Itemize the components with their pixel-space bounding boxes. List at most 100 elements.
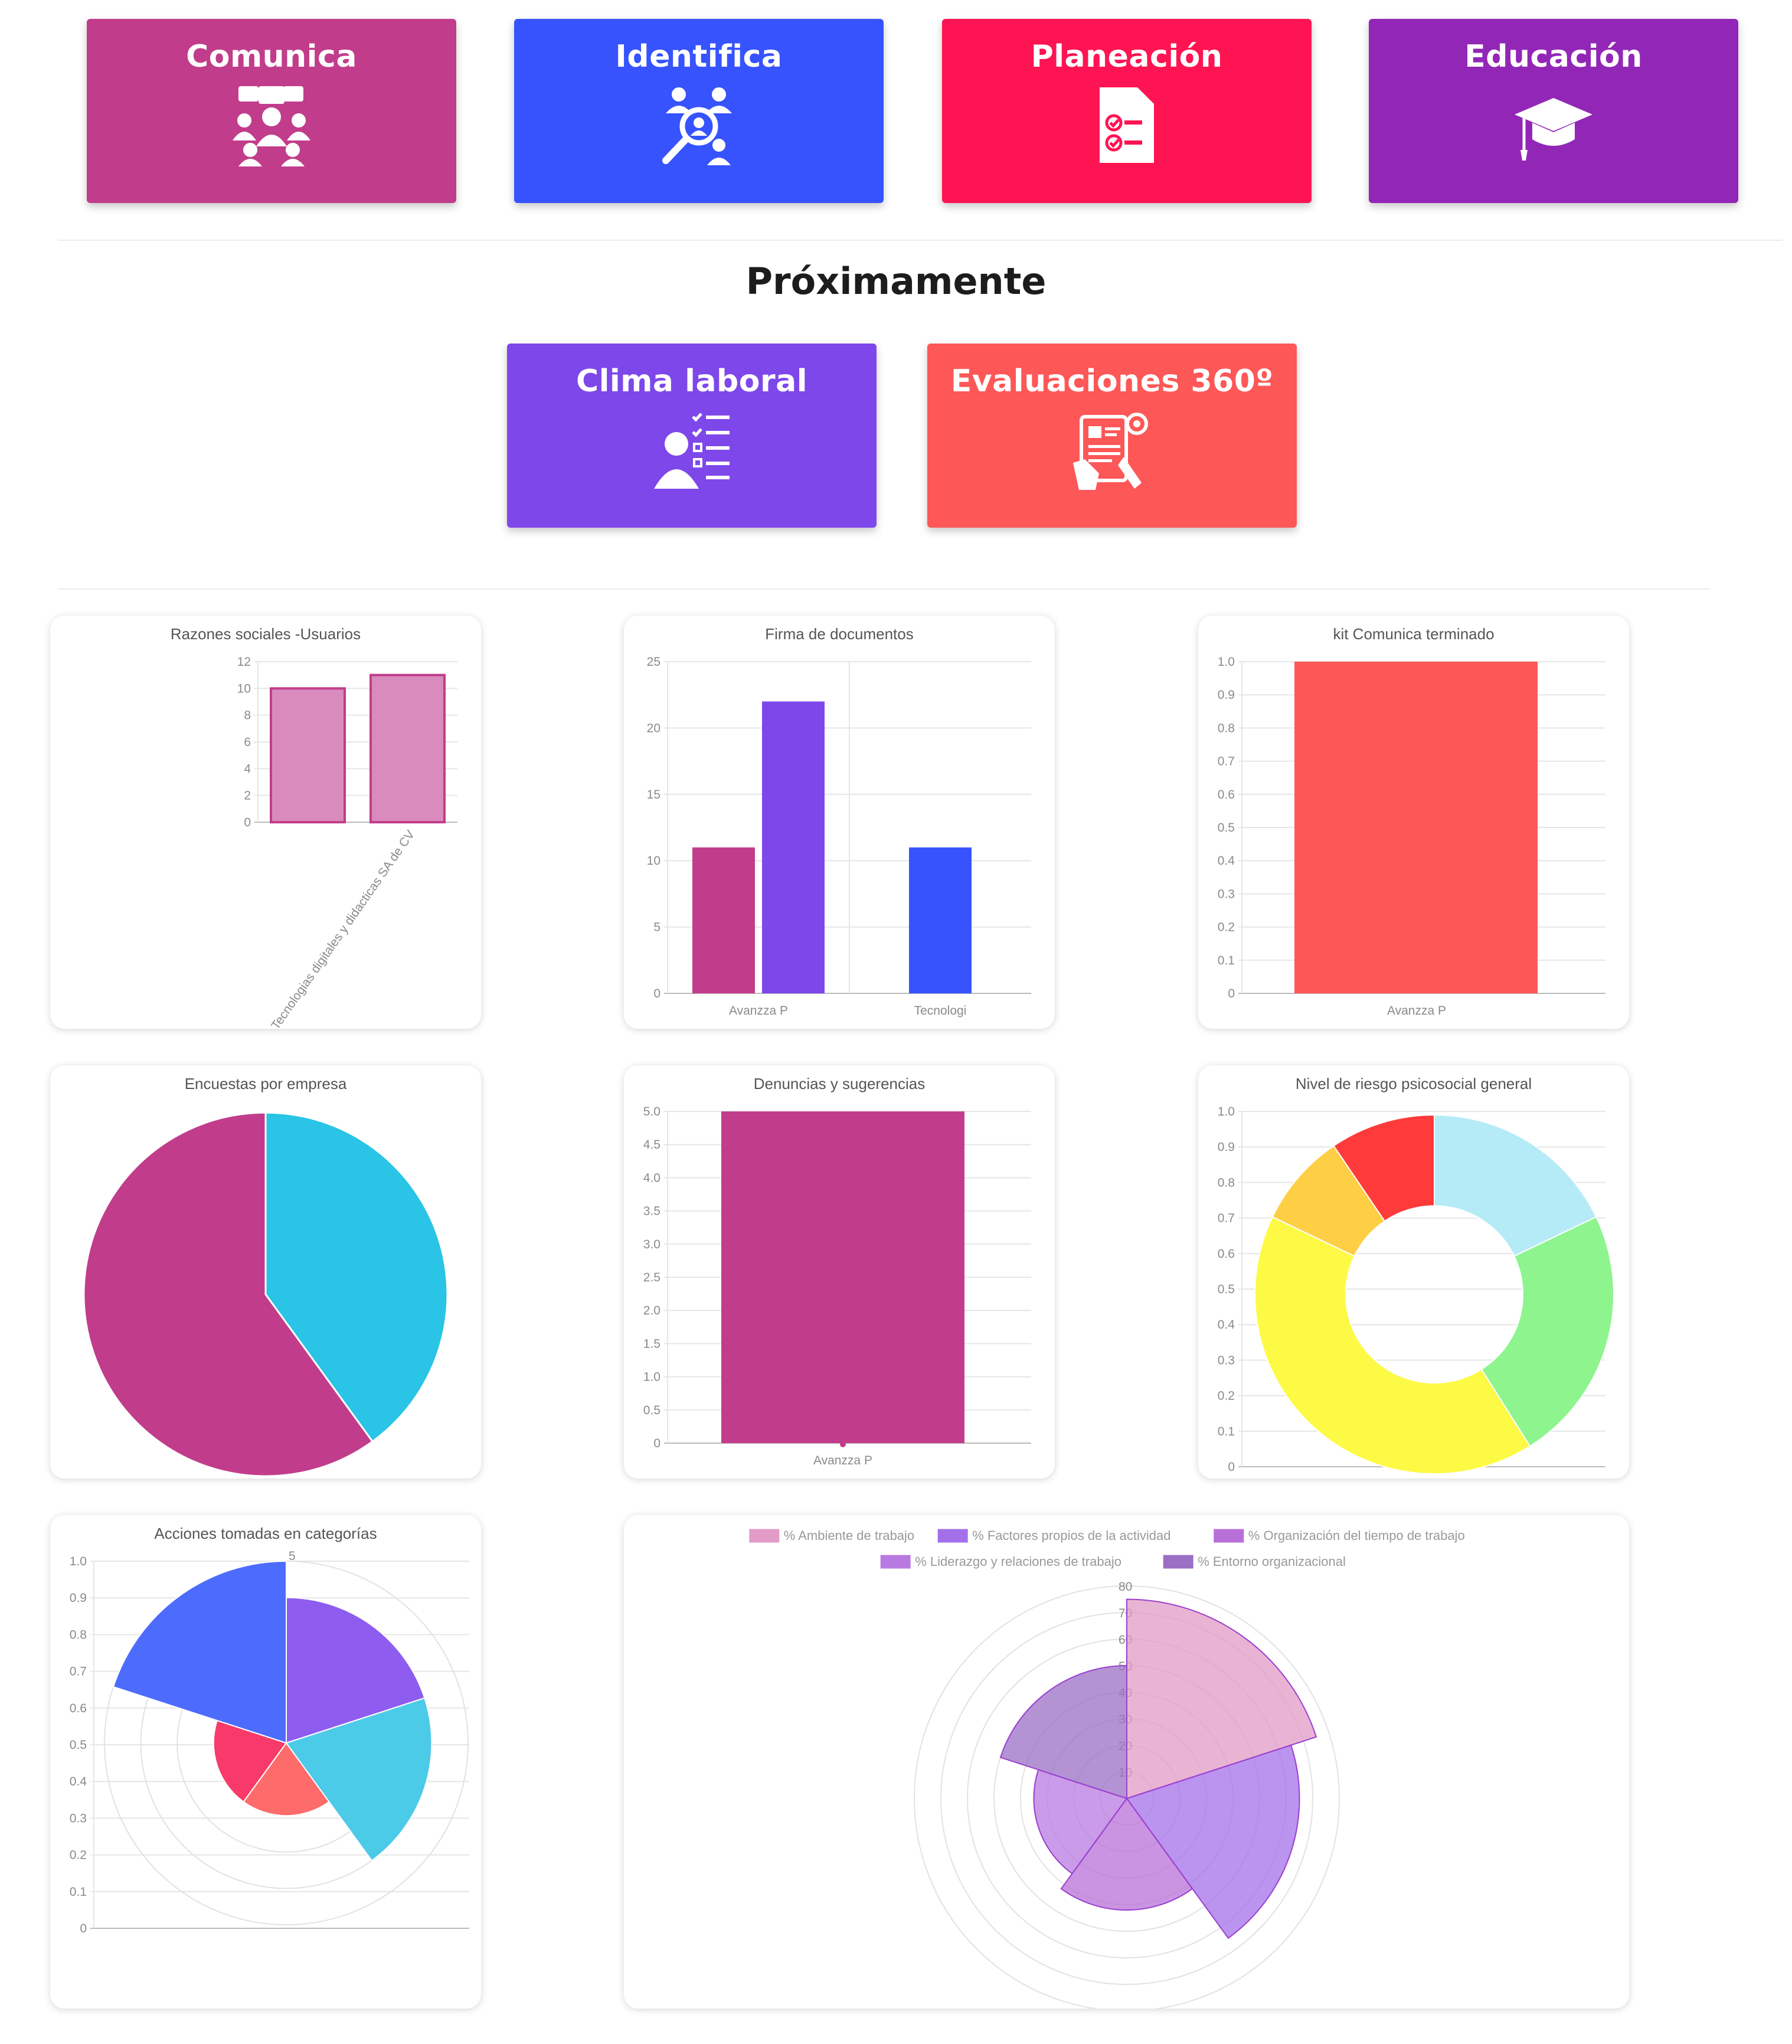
r-tick-label: 80 [1119, 1580, 1132, 1594]
y-tick-label: 0.1 [1218, 1425, 1235, 1438]
chart-card-firma-documentos: Firma de documentos 0 5 10 15 20 25 Avanzza P Te… [624, 616, 1055, 1029]
tile-title: Identifica [615, 39, 783, 74]
coming-soon-title: Próximamente [745, 260, 1047, 303]
y-tick-label: 0.5 [70, 1738, 87, 1752]
people-search-icon [658, 84, 740, 169]
data-point [840, 1441, 846, 1447]
chart-title: kit Comunica terminado [1333, 625, 1494, 643]
tile-title: Planeación [1031, 39, 1223, 74]
y-tick-label: 0 [653, 987, 660, 1000]
module-tile-educacion[interactable]: Educación [1369, 19, 1738, 203]
y-tick-label: 0 [1228, 1460, 1235, 1474]
polar-area-chart: % Ambiente de trabajo % Factores propios … [749, 1528, 1465, 2009]
y-tick-label: 10 [647, 854, 660, 868]
y-tick-label: 0 [653, 1437, 660, 1450]
chart-card-riesgo-psicosocial: Nivel de riesgo psicosocial general 0 0.1 0… [1198, 1065, 1629, 1479]
y-tick-label: 0.5 [643, 1404, 660, 1417]
chart-title: Encuestas por empresa [185, 1075, 347, 1093]
chart-card-denuncias: Denuncias y sugerencias 0 0.5 1.0 1.5 2.0 2.5 3… [624, 1065, 1055, 1479]
bar [909, 847, 972, 993]
chart-card-encuestas: Encuestas por empresa [50, 1065, 481, 1479]
polar-slice [999, 1664, 1127, 1800]
y-tick-label: 0.4 [1218, 1318, 1235, 1332]
y-tick-label: 5 [653, 921, 660, 934]
y-tick-label: 0.6 [1218, 1247, 1235, 1261]
y-tick-label: 4.5 [643, 1138, 660, 1152]
y-tick-label: 0.7 [1218, 1212, 1235, 1225]
y-tick-label: 0.5 [1218, 1283, 1235, 1296]
y-tick-label: 0.8 [1218, 721, 1235, 735]
checklist-document-icon [1085, 84, 1168, 169]
x-tick-label: Avanzza P [729, 1004, 788, 1018]
chart-title: Denuncias y sugerencias [754, 1075, 926, 1093]
module-tile-evaluaciones-360[interactable]: Evaluaciones 360º [927, 344, 1297, 528]
bar [369, 673, 446, 823]
doughnut-chart: Nivel de riesgo psicosocial general 0 0.1 0… [1218, 1075, 1614, 1474]
bar-chart: Denuncias y sugerencias 0 0.5 1.0 1.5 2.0 2.5 3… [643, 1075, 1031, 1467]
y-tick-label: 1.0 [1218, 1105, 1235, 1119]
legend-label: % Liderazgo y relaciones de trabajo [915, 1554, 1121, 1569]
y-tick-label: 0.2 [70, 1849, 87, 1862]
radial-gridline [914, 1585, 1340, 2009]
team-meeting-icon [230, 84, 313, 169]
tile-title: Evaluaciones 360º [950, 364, 1274, 399]
y-tick-label: 0.2 [1218, 921, 1235, 934]
x-tick-label: Tecnologi [914, 1004, 967, 1018]
polar-slice [112, 1560, 287, 1744]
y-tick-label: 5.0 [643, 1105, 660, 1119]
evaluation-report-icon [1071, 408, 1153, 493]
bar [721, 1111, 964, 1443]
polar-slice [1060, 1797, 1193, 1911]
bar-chart: Razones sociales -Usuarios 0 2 4 6 8 10 12 Tecno… [171, 625, 457, 1029]
y-tick-label: 1.0 [1218, 655, 1235, 669]
doughnut-segment [1254, 1216, 1531, 1474]
y-tick-label: 2.0 [643, 1304, 660, 1317]
polar-slice [212, 1719, 287, 1803]
pie-slice [83, 1111, 374, 1477]
graduation-cap-icon [1512, 84, 1595, 169]
r-tick-label: 5 [289, 1549, 296, 1563]
legend-label: % Factores propios de la actividad [972, 1528, 1170, 1543]
doughnut-segment [1480, 1216, 1614, 1447]
chart-title: Acciones tomadas en categorías [154, 1525, 377, 1542]
chart-card-acciones-categorias: Acciones tomadas en categorías 0 0.1 0.2 0.3… [50, 1515, 481, 2009]
tile-title: Clima laboral [575, 364, 808, 399]
y-tick-label: 1.0 [643, 1371, 660, 1384]
y-tick-label: 4.0 [643, 1171, 660, 1185]
divider [58, 240, 1783, 241]
polar-slice [1126, 1744, 1300, 1940]
y-tick-label: 12 [237, 655, 251, 669]
y-tick-label: 0.6 [70, 1702, 87, 1715]
y-tick-label: 2.5 [643, 1271, 660, 1284]
doughnut-segment [1434, 1114, 1597, 1257]
y-tick-label: 15 [647, 788, 660, 802]
polar-slice [1126, 1598, 1317, 1800]
y-tick-label: 0 [80, 1922, 87, 1935]
chart-card-razones-sociales: Razones sociales -Usuarios 0 2 4 6 8 10 12 Tecno… [50, 616, 481, 1029]
y-tick-label: 0.5 [1218, 821, 1235, 835]
divider [58, 588, 1711, 590]
legend-swatch [1214, 1529, 1244, 1543]
y-tick-label: 0.4 [1218, 854, 1235, 868]
doughnut-segment [1333, 1114, 1435, 1222]
y-tick-label: 3.5 [643, 1205, 660, 1218]
y-tick-label: 0.8 [70, 1628, 87, 1641]
y-tick-label: 3.0 [643, 1238, 660, 1251]
module-tile-planeacion[interactable]: Planeación [942, 19, 1312, 203]
bar-chart: kit Comunica terminado 0 0.1 0.2 0.3 0.4 0.5 0.… [1218, 625, 1605, 1018]
y-tick-label: 2 [244, 789, 251, 803]
y-tick-label: 4 [244, 762, 251, 776]
x-tick-label: Avanzza P [1387, 1004, 1446, 1018]
y-tick-label: 10 [237, 682, 251, 695]
legend-label: % Organización del tiempo de trabajo [1248, 1528, 1465, 1543]
y-tick-label: 0.3 [1218, 1353, 1235, 1367]
y-tick-label: 20 [647, 721, 660, 735]
y-tick-label: 0.7 [1218, 755, 1235, 768]
polar-slice [1033, 1769, 1128, 1875]
module-tile-comunica[interactable]: Comunica [87, 19, 456, 203]
y-tick-label: 6 [244, 735, 251, 749]
module-tile-identifica[interactable]: Identifica [514, 19, 884, 203]
y-tick-label: 0.6 [1218, 788, 1235, 802]
pie-chart: Encuestas por empresa [83, 1075, 449, 1477]
module-tile-clima-laboral[interactable]: Clima laboral [507, 344, 877, 528]
